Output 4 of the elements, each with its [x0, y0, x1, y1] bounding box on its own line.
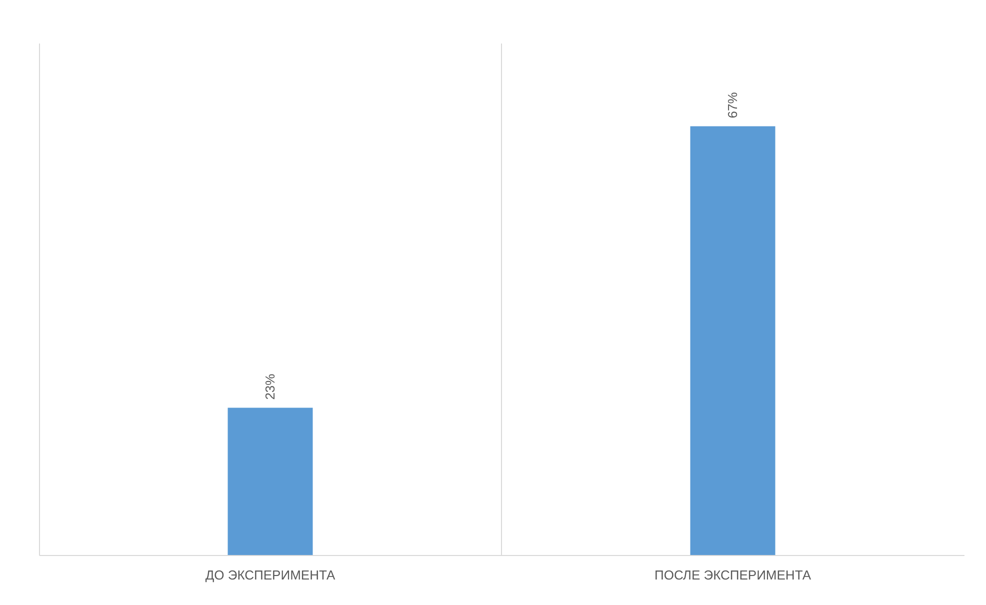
x-tick-label: ДО ЭКСПЕРИМЕНТА [205, 568, 336, 582]
data-label: 67% [724, 92, 740, 118]
data-label: 23% [262, 373, 278, 400]
x-tick-label: ПОСЛЕ ЭКСПЕРИМЕНТА [654, 568, 812, 582]
